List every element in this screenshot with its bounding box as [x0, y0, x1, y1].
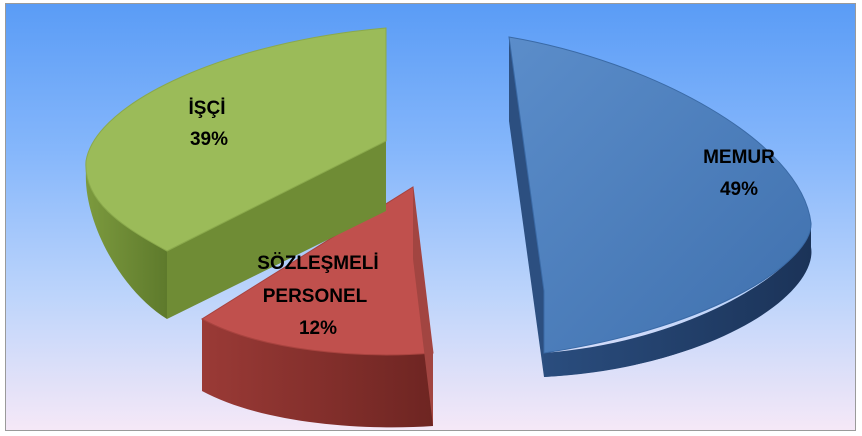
- slice-memur-front-edge: [509, 37, 544, 377]
- label-sozlesmeli-percent: 12%: [299, 318, 337, 339]
- slice-isci: [85, 27, 387, 319]
- label-isci-percent: 39%: [190, 129, 228, 150]
- chart-area: İŞÇİ 39% MEMUR 49% SÖZLEŞMELİ PERSONEL 1…: [5, 3, 856, 431]
- label-memur-name: MEMUR: [703, 147, 775, 168]
- slice-sozlesmeli-edge: [413, 187, 433, 426]
- label-sozlesmeli-line1: SÖZLEŞMELİ: [257, 253, 378, 274]
- slice-isci-front-edge: [167, 141, 386, 319]
- slice-sozlesmeli-personel: [201, 186, 434, 428]
- slice-sozlesmeli-side: [202, 319, 433, 428]
- slice-sozlesmeli-top: [201, 186, 434, 356]
- slice-isci-top: [85, 27, 387, 252]
- slice-isci-side: [85, 171, 167, 319]
- label-isci-name: İŞÇİ: [189, 98, 226, 119]
- label-memur-percent: 49%: [720, 179, 758, 200]
- slice-memur-top: [508, 36, 812, 354]
- slice-memur: [508, 36, 812, 377]
- slice-memur-side-curve: [544, 223, 812, 377]
- pie-chart: İŞÇİ 39% MEMUR 49% SÖZLEŞMELİ PERSONEL 1…: [85, 27, 812, 428]
- label-sozlesmeli-line2: PERSONEL: [263, 286, 368, 307]
